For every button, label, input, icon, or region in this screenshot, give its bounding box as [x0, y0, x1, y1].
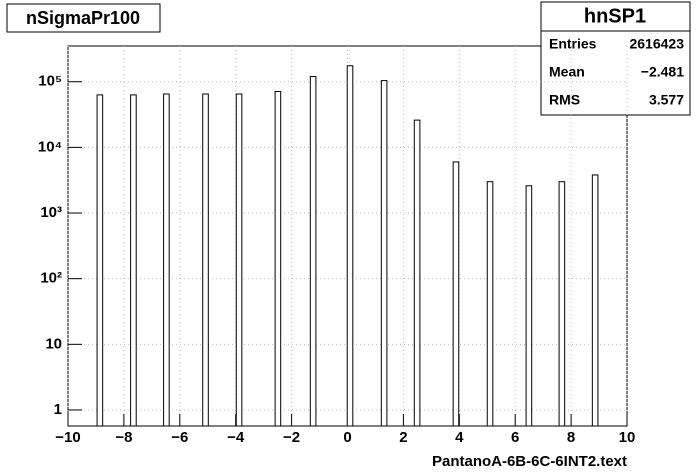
x-tick-label: −6 — [171, 429, 188, 446]
bar — [591, 174, 599, 427]
stats-label: Entries — [549, 36, 597, 52]
bar — [413, 119, 421, 427]
y-tick-label: 10⁴ — [38, 138, 62, 155]
x-axis-label: PantanoA-6B-6C-6INT2.text — [432, 453, 627, 470]
x-tick-label: 4 — [455, 429, 464, 446]
x-tick-label: −8 — [115, 429, 132, 446]
bar — [452, 161, 460, 427]
bar — [96, 94, 104, 427]
x-tick-label: −10 — [55, 429, 80, 446]
y-tick-label: 1 — [54, 401, 62, 418]
stats-value: 3.577 — [649, 92, 684, 108]
bar — [202, 93, 209, 427]
stats-label: Mean — [549, 64, 585, 80]
bar — [274, 90, 282, 427]
bar — [558, 181, 566, 427]
bar — [380, 80, 388, 427]
y-tick-label: 10² — [40, 270, 62, 287]
stats-value: 2616423 — [629, 36, 684, 52]
title-box — [6, 3, 161, 33]
bar — [486, 181, 494, 427]
bar — [130, 94, 137, 427]
x-tick-label: 2 — [399, 429, 407, 446]
chart-title: nSigmaPr100 — [26, 8, 140, 28]
bar — [346, 65, 354, 427]
y-tick-label: 10³ — [40, 204, 62, 221]
x-tick-label: 10 — [619, 429, 636, 446]
stats-title: hnSP1 — [584, 5, 646, 27]
x-tick-label: 8 — [567, 429, 575, 446]
x-tick-label: −2 — [283, 429, 300, 446]
y-tick-label: 10⁵ — [38, 73, 62, 90]
stats-box — [540, 1, 691, 116]
x-tick-label: 6 — [511, 429, 519, 446]
bar — [235, 93, 243, 427]
x-tick-label: 0 — [343, 429, 351, 446]
y-tick-label: 10 — [45, 335, 62, 352]
bar — [525, 185, 533, 427]
bar — [309, 76, 317, 427]
stats-label: RMS — [549, 92, 580, 108]
stats-value: −2.481 — [641, 64, 684, 80]
x-tick-label: −4 — [227, 429, 245, 446]
bar — [163, 93, 170, 427]
